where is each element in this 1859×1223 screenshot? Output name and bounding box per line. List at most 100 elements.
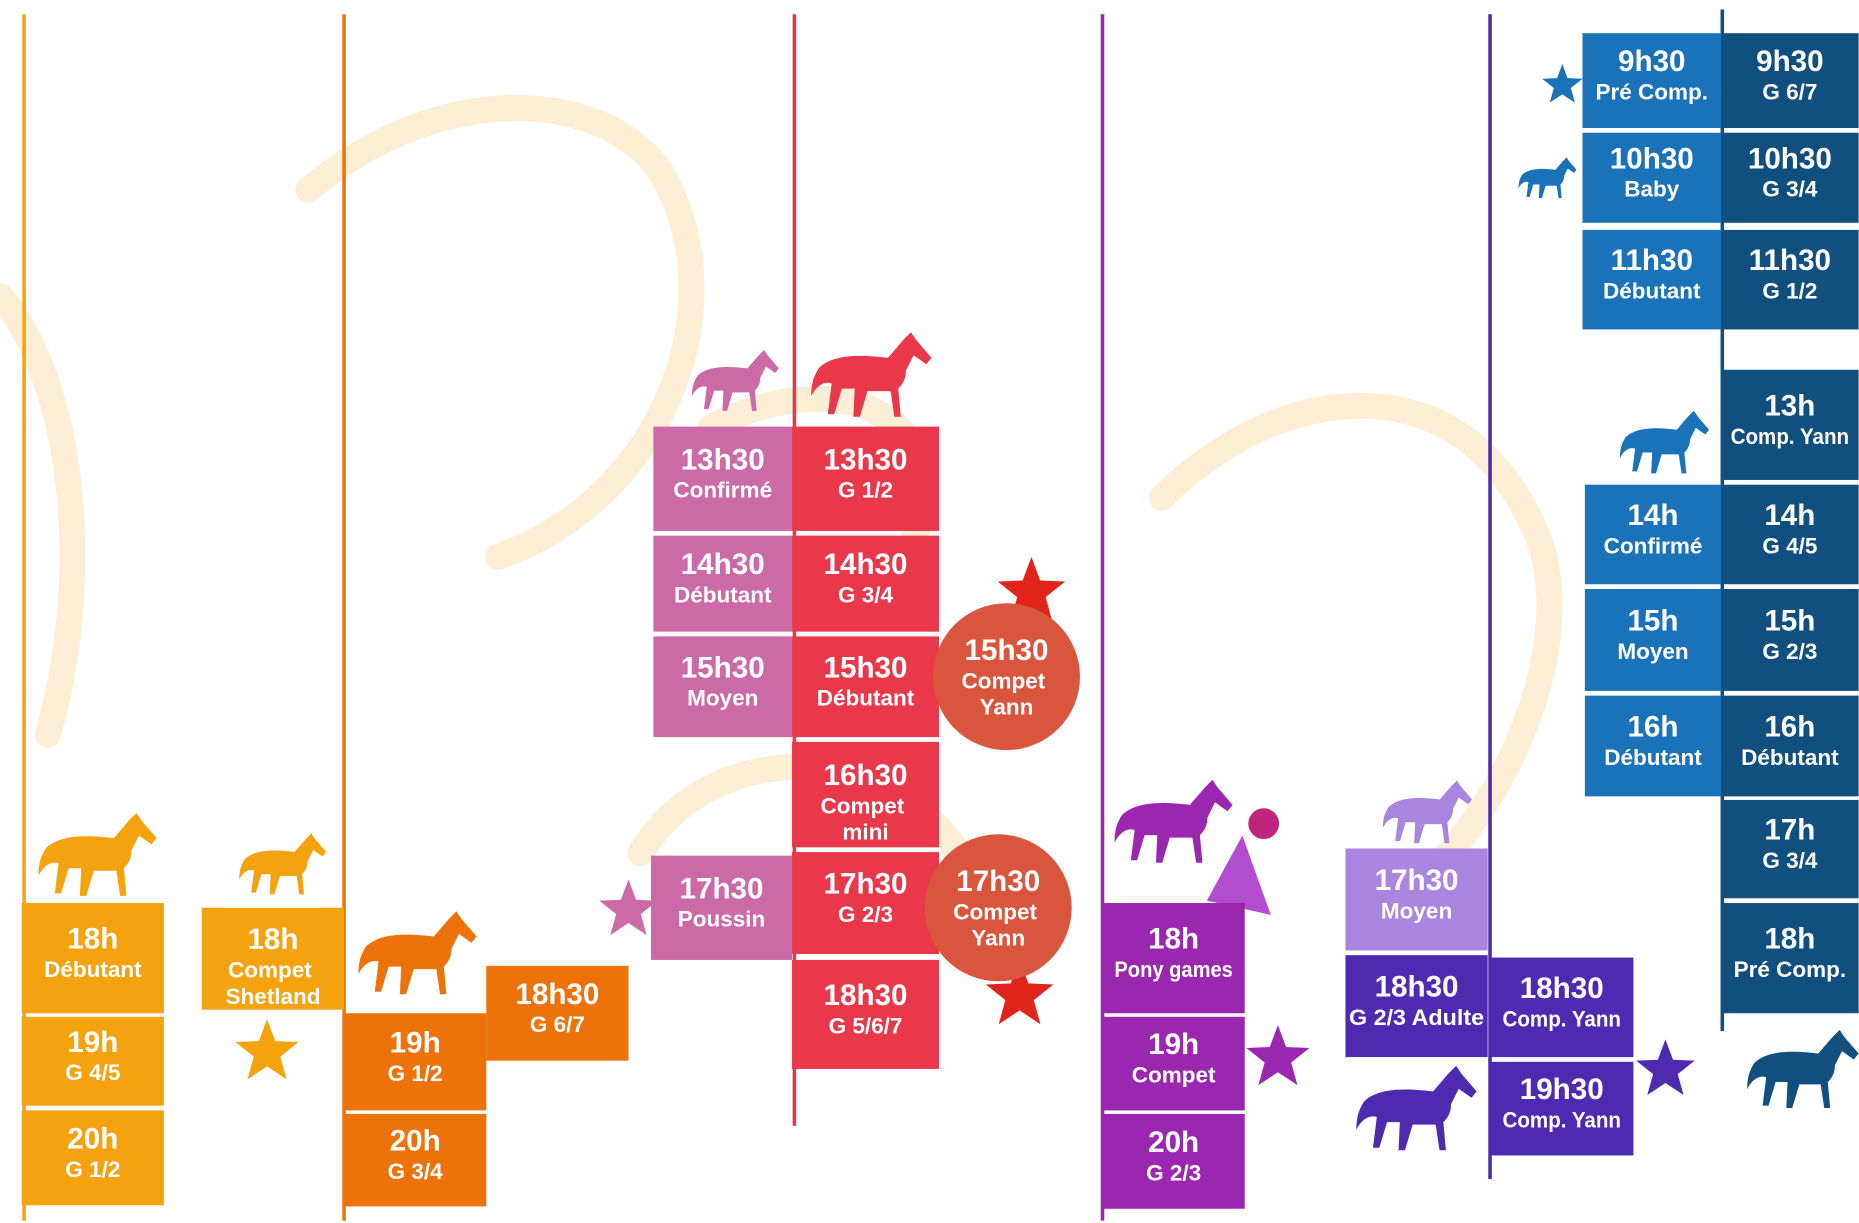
session-label: Pré Comp.	[1734, 957, 1847, 982]
horse-icon	[1747, 1030, 1858, 1108]
session-time: 15h30	[681, 651, 765, 684]
session-label: G 3/4	[1762, 848, 1818, 873]
session-time: 19h	[67, 1026, 118, 1059]
schedule: 18hDébutant19hG 4/520hG 1/218hCompet She…	[0, 0, 1859, 1223]
session-time: 15h	[1764, 604, 1815, 637]
session-time: 11h30	[1749, 244, 1831, 277]
page: 18hDébutant19hG 4/520hG 1/218hCompet She…	[0, 0, 1859, 1223]
session-label: Poussin	[678, 907, 766, 932]
hat-icon	[1207, 835, 1271, 914]
session-time: 18h	[247, 923, 298, 956]
session-label: G 2/3 Adulte	[1349, 1005, 1484, 1030]
session-time: 18h	[1764, 923, 1815, 956]
horse-icon	[1356, 1066, 1476, 1150]
session-time: 11h30	[1611, 244, 1693, 277]
session-time: 18h30	[1375, 971, 1459, 1004]
session-time: 14h	[1627, 499, 1678, 532]
session-time: 19h	[390, 1026, 441, 1059]
session-label: G 4/5	[65, 1060, 120, 1085]
session-time: 20h	[390, 1125, 441, 1158]
star-icon	[599, 879, 658, 935]
session-label: G 1/2	[838, 478, 893, 503]
session-label: Comp. Yann	[1731, 424, 1850, 449]
session-time: 18h	[67, 923, 118, 956]
session-time: 10h30	[1748, 142, 1832, 175]
session-label: G 3/4	[1762, 177, 1818, 202]
session-label: G 3/4	[838, 583, 894, 608]
horse-icon	[1620, 411, 1709, 474]
session-label: G 1/2	[1762, 279, 1817, 304]
label-line: Yann	[971, 926, 1025, 951]
session-label: Moyen	[687, 686, 758, 711]
session-label: Confirmé	[673, 478, 772, 503]
session-label: Débutant	[44, 957, 142, 982]
session-label: G 5/6/7	[829, 1013, 903, 1038]
session-time: 9h30	[1618, 45, 1685, 78]
session-time: 17h	[1764, 814, 1815, 847]
session-time: 18h30	[1520, 972, 1604, 1005]
session-time: 14h	[1764, 499, 1815, 532]
session-time: 14h30	[824, 548, 908, 581]
session-time: 18h	[1148, 923, 1199, 956]
session-time: 19h30	[1520, 1073, 1604, 1106]
session-label: G 2/3	[1146, 1160, 1201, 1185]
session-label: Comp. Yann	[1502, 1108, 1621, 1133]
label-line: mini	[842, 820, 888, 845]
session-time: 13h30	[824, 443, 908, 476]
star-icon	[1246, 1025, 1309, 1085]
session-label: G 6/7	[530, 1012, 585, 1037]
session-time: 10h30	[1610, 142, 1694, 175]
horse-icon	[38, 813, 156, 896]
session-label: Débutant	[674, 583, 772, 608]
label-line: Compet	[962, 669, 1052, 694]
session-label: Confirmé	[1604, 533, 1703, 558]
session-time: 17h30	[1375, 864, 1459, 897]
star-icon	[1542, 64, 1583, 103]
session-time: 17h30	[680, 872, 764, 905]
session-label: G 1/2	[65, 1157, 120, 1182]
session-time: 15h	[1627, 604, 1678, 637]
session-label: Débutant	[817, 686, 915, 711]
horse-icon	[358, 911, 476, 994]
session-time: 13h	[1764, 389, 1815, 422]
session-label: Débutant	[1604, 745, 1702, 770]
horse-icon	[239, 833, 326, 894]
label-line: Compet	[821, 794, 911, 819]
label-line: Compet	[953, 900, 1043, 925]
session-time: 16h	[1627, 711, 1678, 744]
session-label: Débutant	[1603, 279, 1701, 304]
session-label: Moyen	[1617, 639, 1688, 664]
session-label: Comp. Yann	[1502, 1006, 1621, 1031]
horse-icon	[1519, 157, 1577, 198]
label-line: Shetland	[225, 984, 320, 1009]
session-label: Compet Shetland	[225, 958, 320, 1009]
session-label: G 6/7	[1762, 80, 1817, 105]
session-label: Pony games	[1114, 957, 1233, 982]
session-label: G 3/4	[388, 1159, 444, 1184]
session-time: 20h	[1148, 1126, 1199, 1159]
session-label: Pré Comp.	[1596, 80, 1709, 105]
label-line: Compet	[228, 958, 318, 983]
session-time: 15h30	[965, 634, 1049, 667]
session-label: G 2/3	[1762, 639, 1817, 664]
session-time: 15h30	[824, 651, 908, 684]
session-label: G 2/3	[838, 902, 893, 927]
session-time: 19h	[1148, 1028, 1199, 1061]
star-icon	[1636, 1039, 1695, 1095]
session-time: 16h30	[824, 759, 908, 792]
star-icon	[236, 1019, 299, 1079]
session-time: 9h30	[1756, 45, 1823, 78]
session-time: 13h30	[681, 443, 765, 476]
session-time: 17h30	[824, 868, 908, 901]
session-time: 17h30	[956, 865, 1040, 898]
label-line: Yann	[980, 695, 1034, 720]
session-time: 18h30	[824, 979, 908, 1012]
session-label: Compet	[1132, 1063, 1216, 1088]
session-label: Moyen	[1381, 898, 1452, 923]
hat-ball	[1248, 808, 1279, 839]
session-time: 16h	[1764, 711, 1815, 744]
session-label: Baby	[1624, 177, 1680, 202]
session-time: 18h30	[515, 978, 599, 1011]
horse-icon	[1115, 780, 1233, 863]
